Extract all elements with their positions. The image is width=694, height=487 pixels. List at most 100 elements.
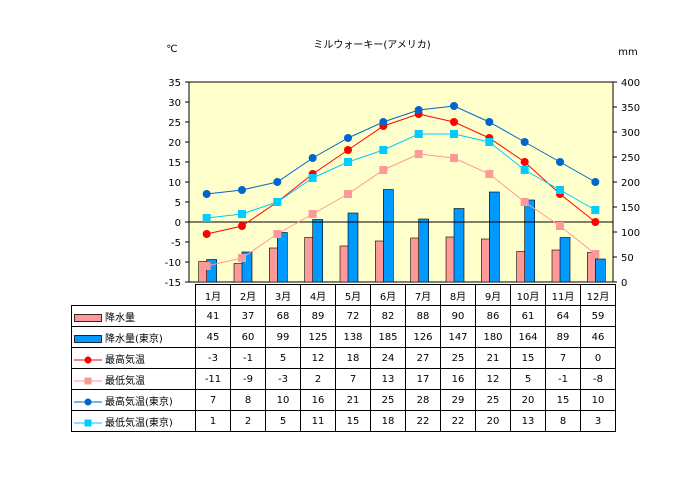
table-cell: 13 — [370, 368, 406, 390]
table-cell: 25 — [475, 389, 511, 411]
bar-precip-tokyo — [206, 259, 217, 283]
table-cell: 22 — [405, 410, 441, 432]
table-row: 降水量(東京) 45 60 99 125 138 185 126 147 180 164 89 46 — [71, 326, 616, 348]
point-1 — [273, 230, 282, 238]
bar-precip-tokyo — [312, 219, 323, 283]
point-0 — [591, 218, 600, 226]
bar-precip-tokyo — [383, 189, 394, 283]
table-cell: 185 — [370, 326, 406, 348]
right-tick-label: 400 — [621, 78, 640, 89]
month-header: 4月 — [300, 284, 336, 306]
month-header: 3月 — [265, 284, 301, 306]
legend-key — [74, 397, 102, 407]
series-label: 降水量(東京) — [71, 326, 196, 348]
left-tick-label: -10 — [165, 258, 181, 269]
bar-precip-tokyo — [277, 232, 288, 283]
series-label: 最高気温 — [71, 347, 196, 369]
point-0 — [450, 118, 458, 126]
month-header: 9月 — [475, 284, 511, 306]
left-tick-label: 20 — [168, 138, 181, 149]
table-cell: 60 — [230, 326, 266, 348]
point-2 — [202, 190, 211, 198]
right-tick-label: 50 — [621, 253, 634, 264]
point-1 — [308, 210, 317, 218]
bar-precip-tokyo — [453, 208, 465, 283]
point-2 — [591, 178, 600, 186]
series-name: 降水量(東京) — [105, 333, 163, 345]
point-1 — [379, 166, 388, 174]
point-1 — [344, 190, 352, 198]
left-tick-label: 25 — [168, 118, 181, 129]
month-header: 1月 — [195, 284, 231, 306]
left-axis-unit: ℃ — [166, 44, 177, 55]
table-cell: 59 — [580, 305, 616, 327]
bar-precip-tokyo — [559, 237, 571, 283]
table-cell: 99 — [265, 326, 301, 348]
series-label: 最低気温 — [71, 368, 196, 390]
table-cell: 20 — [475, 410, 511, 432]
point-3 — [485, 138, 494, 146]
table-cell: -1 — [545, 368, 581, 390]
point-2 — [308, 154, 317, 162]
month-header: 11月 — [545, 284, 581, 306]
right-tick-label: 300 — [621, 128, 640, 139]
point-3 — [591, 206, 600, 214]
plot-area — [188, 81, 614, 283]
chart-title: ミルウォーキー(アメリカ) — [313, 39, 430, 51]
table-cell: 180 — [475, 326, 511, 348]
point-3 — [379, 146, 388, 154]
table-cell: 1 — [195, 410, 231, 432]
bar-precip-tokyo — [241, 251, 253, 283]
right-tick-label: 100 — [621, 228, 640, 239]
table-cell: 3 — [580, 410, 616, 432]
table-cell: 20 — [510, 389, 546, 411]
table-row: 最高気温 -3 -1 5 12 18 24 27 25 21 15 7 0 — [71, 347, 616, 369]
table-cell: 41 — [195, 305, 231, 327]
table-cell: -8 — [580, 368, 616, 390]
bar-precip-tokyo — [347, 212, 359, 283]
point-2 — [520, 138, 529, 146]
table-cell: -11 — [195, 368, 231, 390]
table-cell: 7 — [545, 347, 581, 369]
table-cell: 27 — [405, 347, 441, 369]
table-cell: 5 — [265, 410, 301, 432]
table-row: 最高気温(東京) 7 8 10 16 21 25 28 29 25 20 15 10 — [71, 389, 616, 411]
point-0 — [520, 158, 529, 166]
series-name: 最高気温 — [105, 354, 145, 366]
table-row: 最低気温 -11 -9 -3 2 7 13 17 16 12 5 -1 -8 — [71, 368, 616, 390]
point-1 — [485, 170, 494, 178]
table-cell: -3 — [195, 347, 231, 369]
table-cell: 25 — [440, 347, 476, 369]
bars-layer — [198, 189, 606, 283]
table-cell: 46 — [580, 326, 616, 348]
table-row: 最低気温(東京) 1 2 5 11 15 18 22 22 20 13 8 3 — [71, 410, 616, 432]
table-cell: 12 — [300, 347, 336, 369]
series-line-3 — [206, 133, 596, 219]
point-3 — [202, 214, 211, 222]
month-header: 2月 — [230, 284, 266, 306]
table-cell: 29 — [440, 389, 476, 411]
point-1 — [520, 198, 529, 206]
month-header: 8月 — [440, 284, 476, 306]
point-0 — [344, 146, 352, 154]
table-cell: 21 — [475, 347, 511, 369]
point-2 — [450, 102, 458, 110]
right-tick-label: 350 — [621, 103, 640, 114]
table-cell: 25 — [370, 389, 406, 411]
table-cell: 86 — [475, 305, 511, 327]
table-cell: 18 — [335, 347, 371, 369]
table-cell: 68 — [265, 305, 301, 327]
series-line-0 — [206, 113, 596, 235]
table-header-row: 1月 2月 3月 4月 5月 6月 7月 8月 9月 10月 11月 12月 — [72, 284, 616, 306]
left-tick-label: 15 — [168, 158, 181, 169]
point-2 — [238, 186, 246, 194]
legend-key — [74, 313, 102, 323]
point-3 — [450, 130, 458, 138]
table-cell: 126 — [405, 326, 441, 348]
point-3 — [238, 210, 246, 218]
table-cell: 11 — [300, 410, 336, 432]
point-1 — [414, 150, 423, 158]
left-tick-label: 0 — [175, 218, 181, 229]
table-corner — [72, 285, 196, 306]
